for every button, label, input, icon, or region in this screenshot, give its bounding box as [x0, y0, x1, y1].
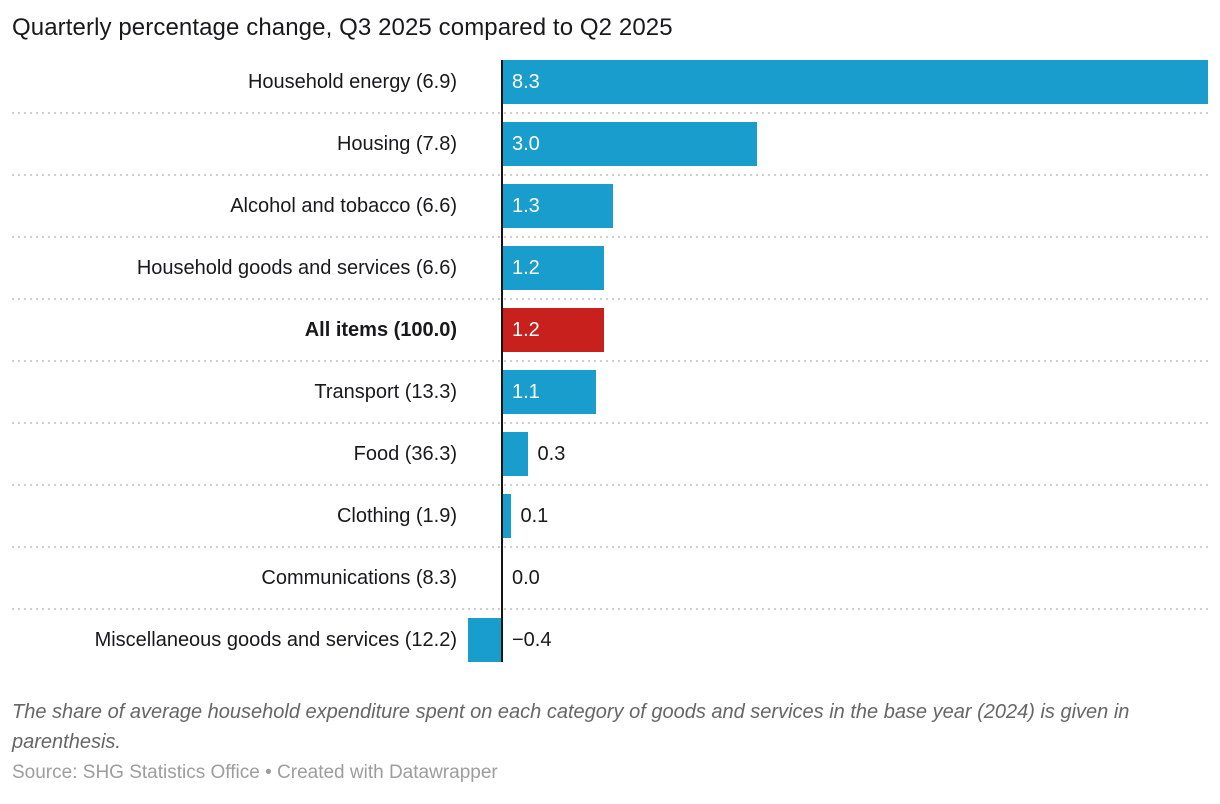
category-label: Housing (7.8): [336, 133, 457, 155]
value-label: 0.0: [512, 567, 540, 589]
value-label: 1.1: [512, 381, 540, 403]
chart-footnote: The share of average household expenditu…: [12, 701, 1130, 753]
bar: [502, 184, 613, 228]
bar: [502, 246, 605, 290]
category-label: Household energy (6.9): [247, 71, 457, 93]
chart-row: Food (36.3) 0.3: [12, 423, 1208, 486]
chart-row: All items (100.0) 1.2: [12, 299, 1208, 362]
bar: [467, 618, 502, 662]
bar-chart: Household energy (6.9) 8.3 Housing (7.8) 3.…: [12, 51, 1208, 671]
bar: [502, 370, 596, 414]
chart-row: Household energy (6.9) 8.3: [12, 51, 1208, 114]
value-label: 8.3: [512, 71, 540, 93]
source-name: SHG Statistics Office: [82, 762, 260, 783]
category-label: Communications (8.3): [261, 567, 457, 589]
source-line: Source: SHG Statistics Office • Created …: [12, 762, 1208, 784]
bar: [502, 122, 758, 166]
category-label: Transport (13.3): [314, 381, 457, 403]
highlight-bar: [502, 308, 605, 352]
bar: [502, 432, 528, 476]
zero-axis-line: [501, 60, 503, 662]
chart-row: Communications (8.3) 0.0: [12, 547, 1208, 610]
chart-row: Alcohol and tobacco (6.6) 1.3: [12, 175, 1208, 238]
value-label: −0.4: [512, 629, 552, 651]
category-label: Alcohol and tobacco (6.6): [230, 195, 457, 217]
value-label: 1.2: [512, 257, 540, 279]
category-label: Household goods and services (6.6): [136, 257, 457, 279]
bar: [502, 60, 1208, 104]
value-label: 1.3: [512, 195, 540, 217]
chart-row: Clothing (1.9) 0.1: [12, 485, 1208, 548]
chart-row: Miscellaneous goods and services (12.2) −…: [12, 609, 1208, 671]
chart-title: Quarterly percentage change, Q3 2025 com…: [12, 14, 673, 41]
attribution: Created with Datawrapper: [277, 762, 498, 783]
value-label: 1.2: [512, 319, 540, 341]
chart-row: Housing (7.8) 3.0: [12, 113, 1208, 176]
value-label: 0.1: [520, 505, 549, 527]
category-label: Miscellaneous goods and services (12.2): [94, 629, 457, 651]
source-separator: •: [265, 762, 272, 783]
chart-card: Quarterly percentage change, Q3 2025 com…: [12, 14, 1208, 784]
bar: [502, 494, 511, 538]
chart-row: Household goods and services (6.6) 1.2: [12, 237, 1208, 300]
category-label: Clothing (1.9): [336, 505, 457, 527]
value-label: 0.3: [537, 443, 566, 465]
category-label: All items (100.0): [304, 319, 457, 341]
source-label: Source:: [12, 762, 78, 783]
value-label: 3.0: [512, 133, 540, 155]
category-label: Food (36.3): [353, 443, 457, 465]
chart-row: Transport (13.3) 1.1: [12, 361, 1208, 424]
